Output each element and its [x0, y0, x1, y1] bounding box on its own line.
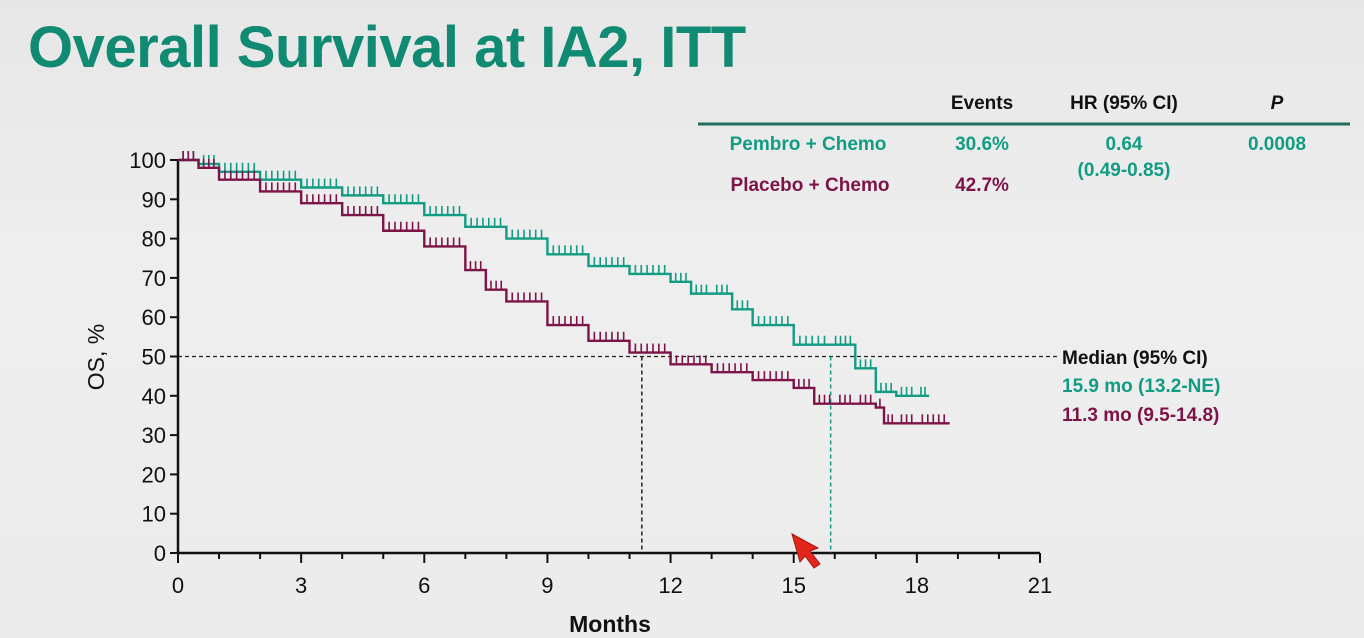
y-tick-label: 30 — [142, 423, 166, 448]
x-tick-label: 21 — [1028, 573, 1052, 598]
series-line-pembro — [178, 158, 930, 397]
x-tick-label: 9 — [541, 573, 553, 598]
y-tick-label: 70 — [142, 266, 166, 291]
slide-title: Overall Survival at IA2, ITT — [28, 15, 746, 80]
p-header: P — [1271, 93, 1284, 114]
y-tick-label: 40 — [142, 384, 166, 409]
y-axis-label: OS, % — [83, 324, 109, 390]
median-title: Median (95% CI) — [1062, 348, 1208, 369]
median-legend: Median (95% CI) 15.9 mo (13.2-NE) 11.3 m… — [1062, 348, 1220, 426]
row-pembro-p: 0.0008 — [1248, 134, 1306, 155]
axes: 0 10 20 30 40 50 60 70 80 90 100 0 3 6 9 12 15 18 21 — [129, 148, 1052, 598]
hr-header: HR (95% CI) — [1070, 93, 1178, 114]
median-pembro: 15.9 mo (13.2-NE) — [1062, 376, 1220, 397]
events-header: Events — [951, 93, 1013, 114]
y-tick-label: 10 — [142, 502, 166, 527]
x-tick-label: 6 — [418, 573, 430, 598]
y-tick-label: 20 — [142, 462, 166, 487]
y-tick-label: 0 — [154, 541, 166, 566]
plot-area — [178, 151, 1058, 553]
x-tick-label: 12 — [658, 573, 682, 598]
y-tick-label: 60 — [142, 305, 166, 330]
median-placebo: 11.3 mo (9.5-14.8) — [1062, 405, 1219, 426]
row-pembro-name: Pembro + Chemo — [730, 134, 887, 155]
row-placebo-events: 42.7% — [955, 175, 1009, 196]
row-placebo-name: Placebo + Chemo — [731, 175, 890, 196]
x-tick-label: 0 — [172, 573, 184, 598]
y-tick-label: 80 — [142, 227, 166, 252]
x-tick-label: 15 — [781, 573, 805, 598]
y-tick-label: 100 — [129, 148, 166, 173]
row-pembro-hr-ci: (0.49-0.85) — [1078, 160, 1171, 181]
row-pembro-events: 30.6% — [955, 134, 1009, 155]
x-tick-label: 3 — [295, 573, 307, 598]
cursor-arrow-icon — [791, 532, 821, 569]
row-pembro-hr: 0.64 — [1106, 134, 1143, 155]
x-tick-label: 18 — [905, 573, 929, 598]
x-axis-label: Months — [569, 611, 651, 637]
summary-table: Events HR (95% CI) P Pembro + Chemo 30.6… — [698, 93, 1350, 196]
series-line-placebo — [178, 158, 950, 425]
y-tick-label: 90 — [142, 187, 166, 212]
y-tick-label: 50 — [142, 345, 166, 370]
